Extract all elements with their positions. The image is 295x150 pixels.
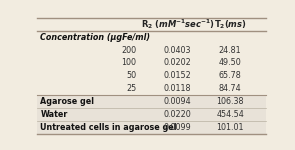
Text: 100: 100	[121, 58, 136, 67]
Text: 0.0099: 0.0099	[164, 123, 191, 132]
Text: $\mathbf{R_2}$$\bf{\ (}$$\bfit{mM}$$\mathbf{^{-1}}$$\bfit{sec}$$\mathbf{^{-1}}$$: $\mathbf{R_2}$$\bf{\ (}$$\bfit{mM}$$\mat…	[140, 17, 214, 31]
Text: 106.38: 106.38	[216, 97, 244, 106]
Text: 0.0220: 0.0220	[164, 110, 191, 119]
Text: Water: Water	[40, 110, 68, 119]
Bar	[37, 121, 266, 134]
Text: Agarose gel: Agarose gel	[40, 97, 94, 106]
Text: 65.78: 65.78	[219, 71, 241, 80]
Bar	[37, 95, 266, 108]
Text: 454.54: 454.54	[216, 110, 244, 119]
Text: Untreated cells in agarose gel: Untreated cells in agarose gel	[40, 123, 177, 132]
Text: Concentration (μgFe/ml): Concentration (μgFe/ml)	[40, 33, 150, 42]
Text: 0.0202: 0.0202	[164, 58, 191, 67]
Text: 49.50: 49.50	[219, 58, 241, 67]
Bar	[37, 108, 266, 121]
Text: 25: 25	[126, 84, 136, 93]
Text: 84.74: 84.74	[219, 84, 241, 93]
Text: 0.0094: 0.0094	[164, 97, 191, 106]
Text: 200: 200	[121, 46, 136, 55]
Text: 0.0403: 0.0403	[164, 46, 191, 55]
Text: 24.81: 24.81	[219, 46, 241, 55]
Text: 101.01: 101.01	[216, 123, 244, 132]
Text: 0.0152: 0.0152	[164, 71, 191, 80]
Text: 0.0118: 0.0118	[164, 84, 191, 93]
Text: $\mathbf{T_2}$$\bf{(}$$\bfit{ms}$$\bf{)}$: $\mathbf{T_2}$$\bf{(}$$\bfit{ms}$$\bf{)}…	[214, 18, 246, 31]
Text: 50: 50	[126, 71, 136, 80]
